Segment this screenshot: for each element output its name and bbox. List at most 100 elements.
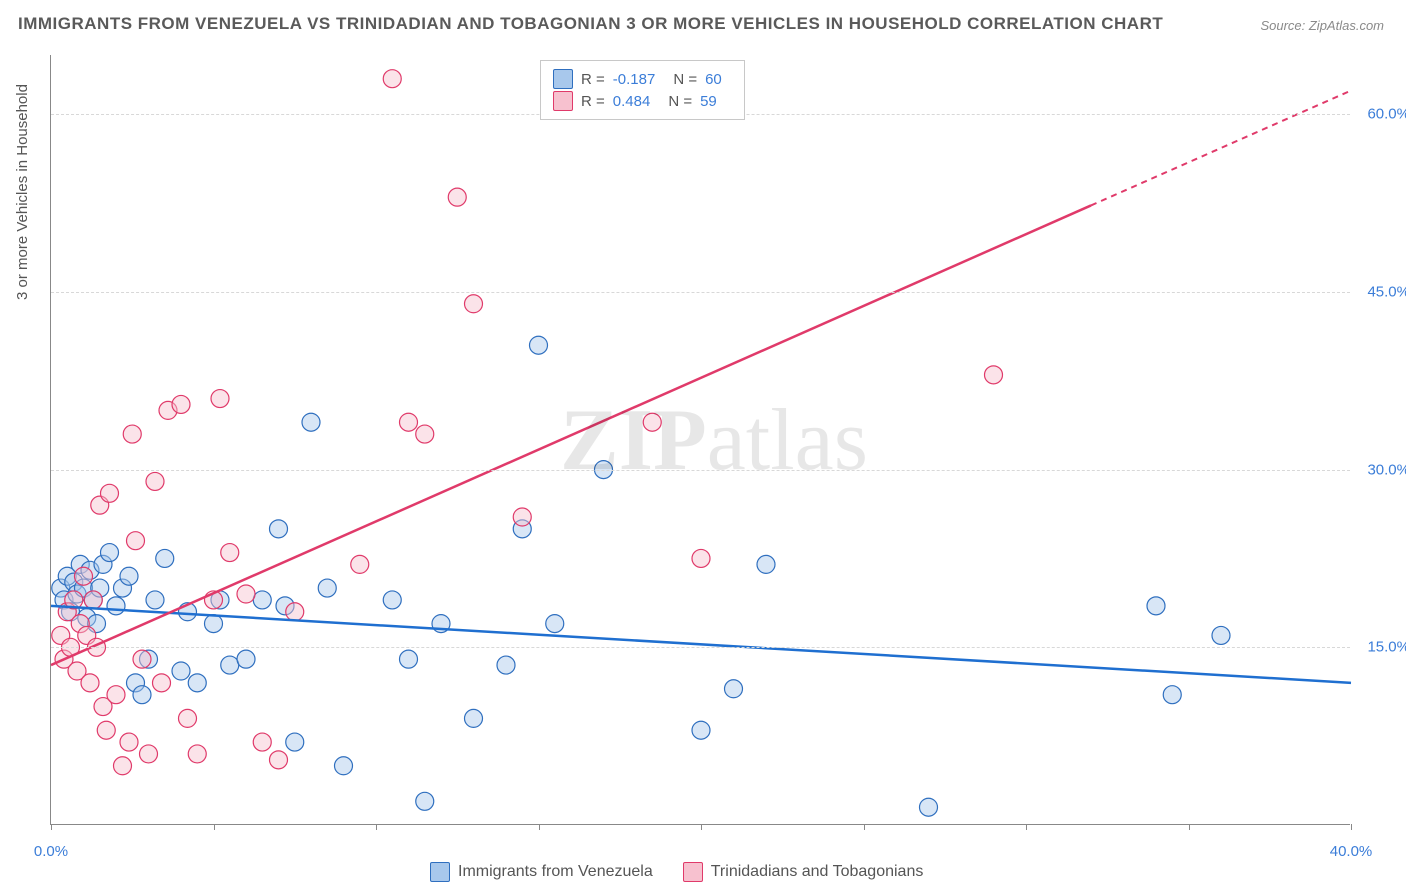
series-legend: Immigrants from Venezuela Trinidadians an… [430, 862, 923, 882]
scatter-point [448, 188, 466, 206]
grid-line [51, 470, 1350, 471]
scatter-point [643, 413, 661, 431]
scatter-point [107, 686, 125, 704]
scatter-point [81, 674, 99, 692]
scatter-point [127, 532, 145, 550]
chart-svg [51, 55, 1350, 824]
legend-n-label: N = [673, 71, 697, 88]
legend-r-value: 0.484 [613, 93, 651, 110]
scatter-point [120, 567, 138, 585]
scatter-point [351, 555, 369, 573]
grid-line [51, 647, 1350, 648]
scatter-point [101, 484, 119, 502]
x-tick [1351, 824, 1352, 830]
scatter-point [211, 390, 229, 408]
scatter-point [123, 425, 141, 443]
x-tick [1026, 824, 1027, 830]
scatter-point [133, 686, 151, 704]
correlation-legend: R = -0.187 N = 60 R = 0.484 N = 59 [540, 60, 745, 120]
y-tick-label: 45.0% [1367, 283, 1406, 300]
scatter-point [1163, 686, 1181, 704]
scatter-point [253, 733, 271, 751]
legend-n-label: N = [668, 93, 692, 110]
legend-r-label: R = [581, 93, 605, 110]
scatter-point [920, 798, 938, 816]
x-tick [539, 824, 540, 830]
scatter-point [335, 757, 353, 775]
legend-n-value: 60 [705, 71, 722, 88]
scatter-point [179, 709, 197, 727]
scatter-point [188, 674, 206, 692]
legend-swatch [430, 862, 450, 882]
legend-r-value: -0.187 [613, 71, 656, 88]
legend-row: R =-0.187N =60 [553, 69, 732, 89]
scatter-point [75, 567, 93, 585]
scatter-point [270, 751, 288, 769]
scatter-point [383, 591, 401, 609]
scatter-point [172, 395, 190, 413]
scatter-point [133, 650, 151, 668]
scatter-point [513, 508, 531, 526]
scatter-point [692, 549, 710, 567]
scatter-point [237, 650, 255, 668]
scatter-point [84, 591, 102, 609]
x-tick-label: 40.0% [1330, 843, 1373, 860]
x-tick-label: 0.0% [34, 843, 68, 860]
legend-item: Immigrants from Venezuela [430, 862, 653, 882]
scatter-point [107, 597, 125, 615]
scatter-point [692, 721, 710, 739]
scatter-point [286, 733, 304, 751]
chart-title: IMMIGRANTS FROM VENEZUELA VS TRINIDADIAN… [18, 14, 1163, 34]
y-tick-label: 30.0% [1367, 461, 1406, 478]
scatter-point [546, 615, 564, 633]
legend-swatch [553, 91, 573, 111]
scatter-point [270, 520, 288, 538]
scatter-point [985, 366, 1003, 384]
scatter-point [253, 591, 271, 609]
scatter-point [416, 425, 434, 443]
scatter-point [146, 591, 164, 609]
trend-line-dashed [1091, 91, 1351, 206]
x-tick [214, 824, 215, 830]
legend-label: Immigrants from Venezuela [458, 863, 653, 881]
trend-line [51, 205, 1091, 665]
scatter-point [120, 733, 138, 751]
scatter-point [101, 544, 119, 562]
legend-row: R = 0.484 N = 59 [553, 91, 732, 111]
scatter-point [416, 792, 434, 810]
legend-swatch [683, 862, 703, 882]
x-tick [864, 824, 865, 830]
scatter-point [757, 555, 775, 573]
source-attribution: Source: ZipAtlas.com [1260, 18, 1384, 33]
scatter-point [156, 549, 174, 567]
scatter-point [497, 656, 515, 674]
x-tick [701, 824, 702, 830]
scatter-point [286, 603, 304, 621]
scatter-point [383, 70, 401, 88]
y-axis-label: 3 or more Vehicles in Household [14, 84, 31, 300]
scatter-point [465, 709, 483, 727]
scatter-point [153, 674, 171, 692]
chart-plot-area: 15.0%30.0%45.0%60.0%0.0%40.0% [50, 55, 1350, 825]
scatter-point [221, 656, 239, 674]
scatter-point [400, 413, 418, 431]
x-tick [1189, 824, 1190, 830]
scatter-point [97, 721, 115, 739]
scatter-point [318, 579, 336, 597]
x-tick [51, 824, 52, 830]
scatter-point [221, 544, 239, 562]
legend-swatch [553, 69, 573, 89]
scatter-point [400, 650, 418, 668]
scatter-point [146, 472, 164, 490]
x-tick [376, 824, 377, 830]
scatter-point [172, 662, 190, 680]
scatter-point [1147, 597, 1165, 615]
scatter-point [725, 680, 743, 698]
scatter-point [205, 615, 223, 633]
legend-n-value: 59 [700, 93, 717, 110]
legend-item: Trinidadians and Tobagonians [683, 862, 924, 882]
scatter-point [237, 585, 255, 603]
scatter-point [465, 295, 483, 313]
trend-line [51, 606, 1351, 683]
grid-line [51, 292, 1350, 293]
